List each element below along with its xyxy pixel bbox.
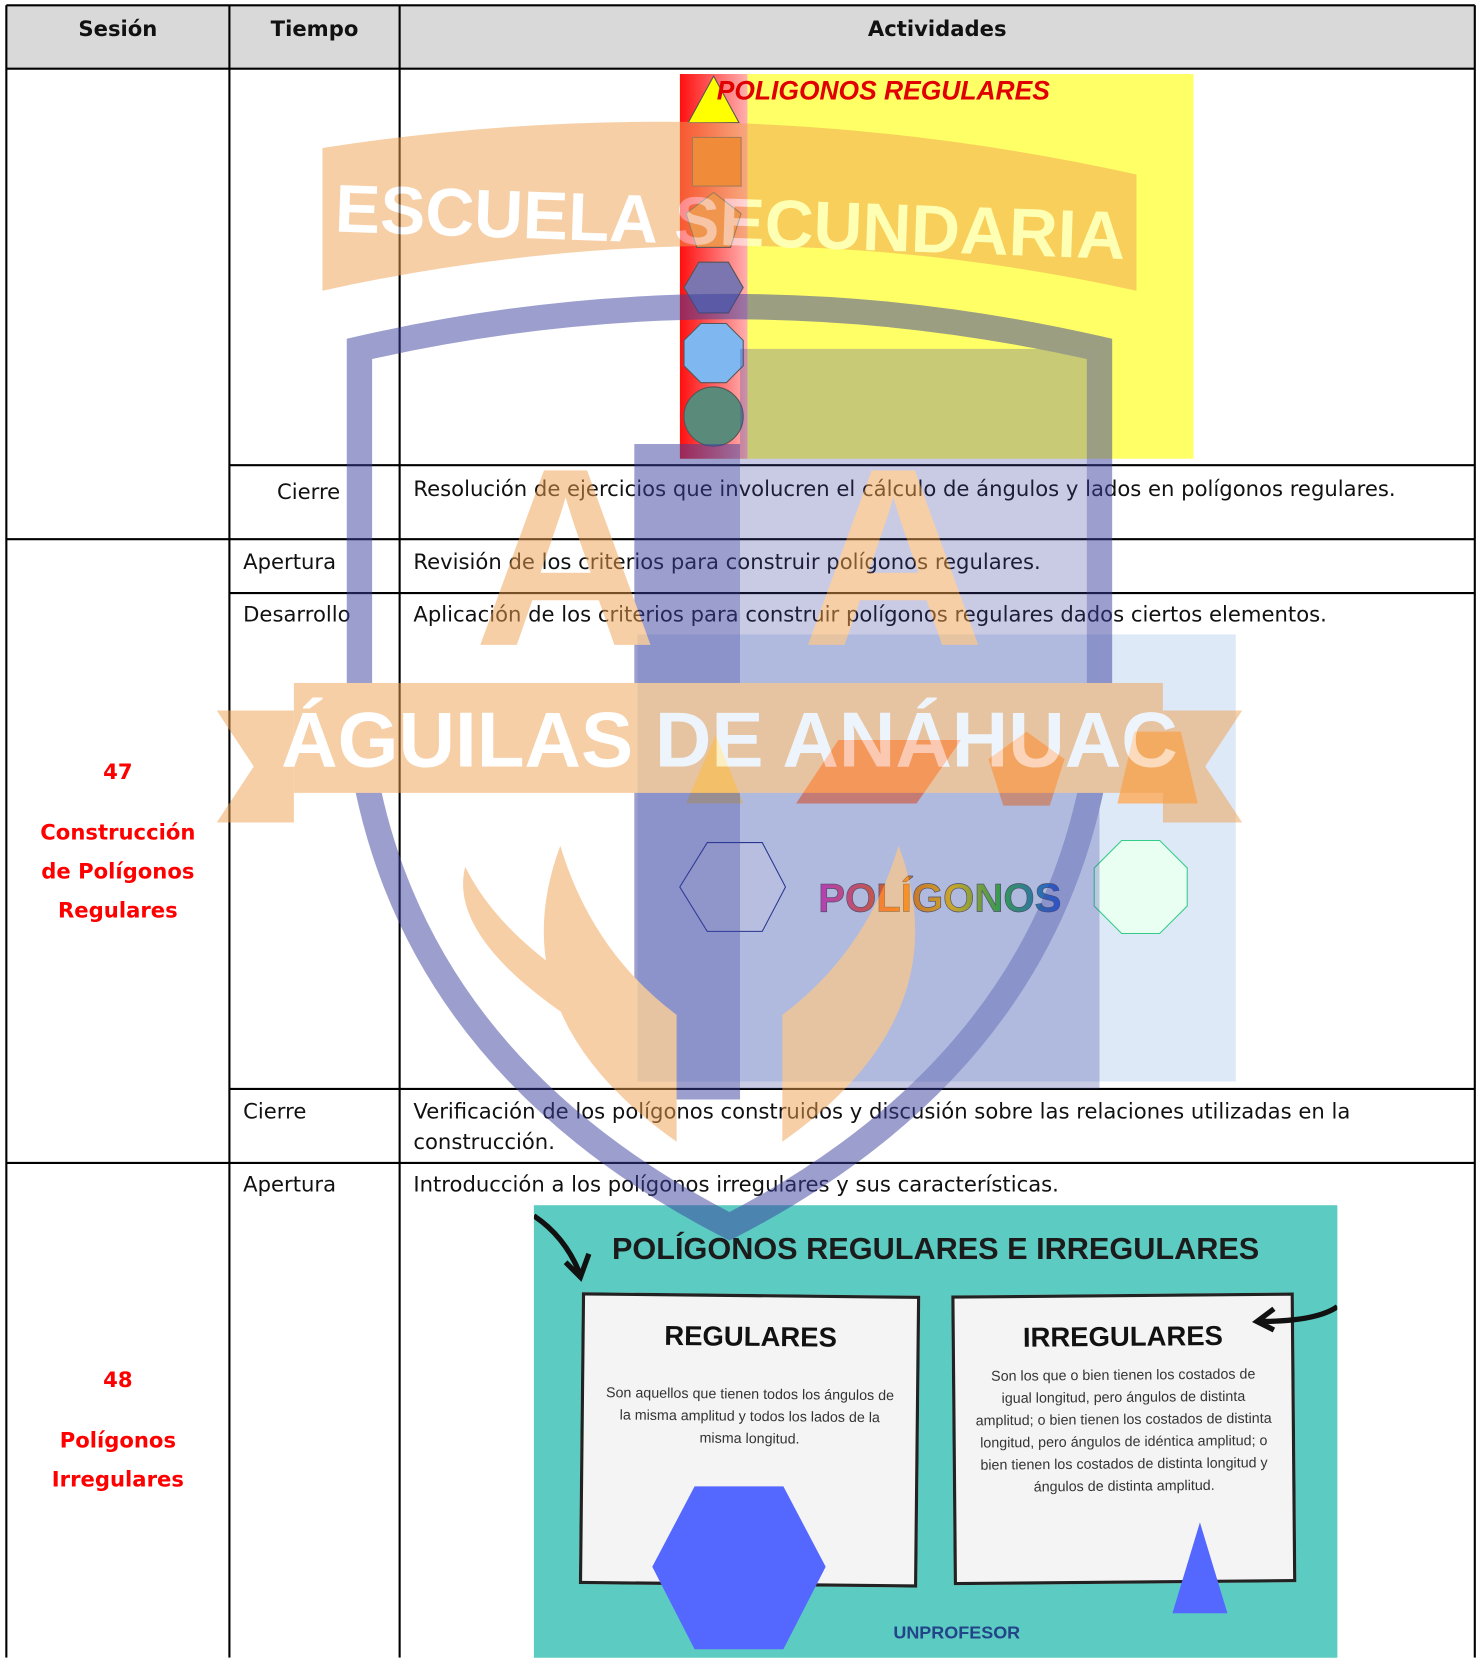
activity-text: Aplicación de los criterios para constru… — [413, 601, 1327, 627]
session-title: Construcción de Polígonos Regulares — [40, 819, 196, 923]
activity-text: Revisión de los criterios para construir… — [413, 548, 1041, 575]
activity-text: Verificación de los polígonos construido… — [413, 1098, 1351, 1155]
image-infographic: POLÍGONOS REGULARES E IRREGULARES REGULA… — [533, 1205, 1338, 1658]
column-header: Sesión — [78, 15, 158, 42]
session-title: Polígonos Irregulares — [51, 1427, 184, 1492]
time-label: Apertura — [243, 1171, 337, 1197]
hexagon — [652, 1486, 826, 1650]
activity-text: Resolución de ejercicios que involucren … — [413, 475, 1396, 502]
header-bg — [6, 5, 1475, 69]
time-label: Cierre — [276, 478, 341, 505]
activity-text: Introducción a los polígonos irregulares… — [413, 1171, 1059, 1197]
arrow — [1252, 1304, 1338, 1333]
time-label: Cierre — [243, 1098, 307, 1124]
session-number: 47 — [103, 759, 133, 785]
session-number: 48 — [103, 1366, 133, 1393]
triangle — [1172, 1522, 1228, 1614]
brand: UNPROFESOR — [893, 1622, 1021, 1643]
image-title: POLIGONOS REGULARES — [717, 75, 1050, 105]
session-label: 47 Construcción de Polígonos Regulares — [6, 753, 229, 931]
session-label: 48 Polígonos Irregulares — [6, 1361, 229, 1499]
column-header: Actividades — [867, 15, 1007, 42]
time-label: Apertura — [243, 548, 337, 575]
infographic-shapes — [533, 1213, 1338, 1650]
time-label: Desarrollo — [243, 601, 351, 627]
column-header: Tiempo — [270, 15, 359, 42]
